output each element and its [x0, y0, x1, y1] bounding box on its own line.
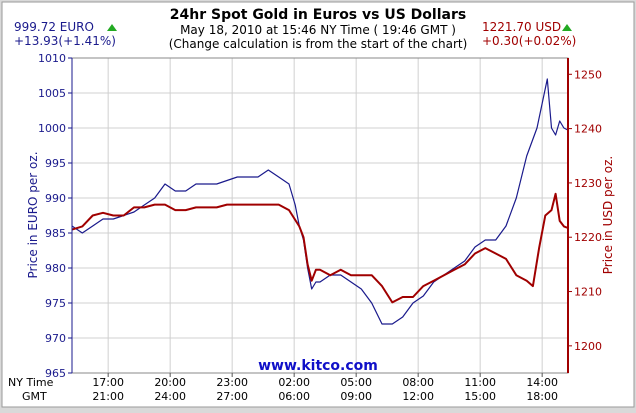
x-tick-label-ny: 02:00 — [278, 376, 310, 389]
plot-area — [72, 58, 568, 373]
left-tick-label: 1010 — [38, 52, 66, 65]
x-tick-label-gmt: 15:00 — [464, 390, 496, 403]
right-tick-label: 1210 — [574, 286, 602, 299]
left-tick-label: 1005 — [38, 87, 66, 100]
x-row-label-gmt: GMT — [22, 390, 47, 403]
right-up-arrow-icon — [562, 24, 572, 31]
left-tick-label: 985 — [45, 227, 66, 240]
x-tick-label-ny: 08:00 — [402, 376, 434, 389]
left-tick-label: 1000 — [38, 122, 66, 135]
x-tick-label-ny: 20:00 — [154, 376, 186, 389]
right-change-readout: +0.30(+0.02%) — [482, 34, 576, 48]
x-tick-label-ny: 05:00 — [340, 376, 372, 389]
right-tick-label: 1240 — [574, 123, 602, 136]
x-tick-label-gmt: 12:00 — [402, 390, 434, 403]
x-tick-label-gmt: 21:00 — [92, 390, 124, 403]
x-tick-label-ny: 17:00 — [92, 376, 124, 389]
right-tick-label: 1230 — [574, 177, 602, 190]
right-tick-label: 1250 — [574, 68, 602, 81]
x-tick-label-ny: 11:00 — [464, 376, 496, 389]
right-axis-label: Price in USD per oz. — [601, 156, 615, 275]
left-tick-label: 975 — [45, 297, 66, 310]
watermark: www.kitco.com — [258, 358, 378, 374]
chart-subtitle: May 18, 2010 at 15:46 NY Time ( 19:46 GM… — [180, 23, 456, 37]
right-price-readout: 1221.70 USD — [482, 20, 561, 34]
x-tick-label-ny: 23:00 — [216, 376, 248, 389]
left-tick-label: 990 — [45, 192, 66, 205]
right-axis-ticks: 1200 1210 1220 1230 1240 1250 — [568, 68, 602, 353]
left-tick-label: 995 — [45, 157, 66, 170]
left-axis-label: Price in EURO per oz. — [26, 151, 40, 278]
chart-title: 24hr Spot Gold in Euros vs US Dollars — [170, 7, 466, 23]
x-tick-label-gmt: 06:00 — [278, 390, 310, 403]
left-tick-label: 965 — [45, 367, 66, 380]
left-change-readout: +13.93(+1.41%) — [14, 34, 116, 48]
usd-series-line — [71, 192, 569, 304]
right-tick-label: 1220 — [574, 231, 602, 244]
left-price-readout: 999.72 EURO — [14, 20, 94, 34]
chart-note: (Change calculation is from the start of… — [169, 37, 468, 51]
x-row-label-ny: NY Time — [8, 376, 54, 389]
left-tick-label: 970 — [45, 332, 66, 345]
left-axis-ticks: 965 970 975 980 985 990 995 1000 1005 1010 — [38, 52, 72, 380]
right-tick-label: 1200 — [574, 340, 602, 353]
x-tick-label-gmt: 24:00 — [154, 390, 186, 403]
euro-series-line — [71, 78, 569, 325]
x-tick-label-ny: 14:00 — [526, 376, 558, 389]
x-tick-label-gmt: 09:00 — [340, 390, 372, 403]
series-layer — [71, 78, 569, 325]
grid — [72, 57, 568, 374]
left-tick-label: 980 — [45, 262, 66, 275]
x-tick-label-gmt: 27:00 — [216, 390, 248, 403]
x-tick-label-gmt: 18:00 — [526, 390, 558, 403]
left-up-arrow-icon — [107, 24, 117, 31]
